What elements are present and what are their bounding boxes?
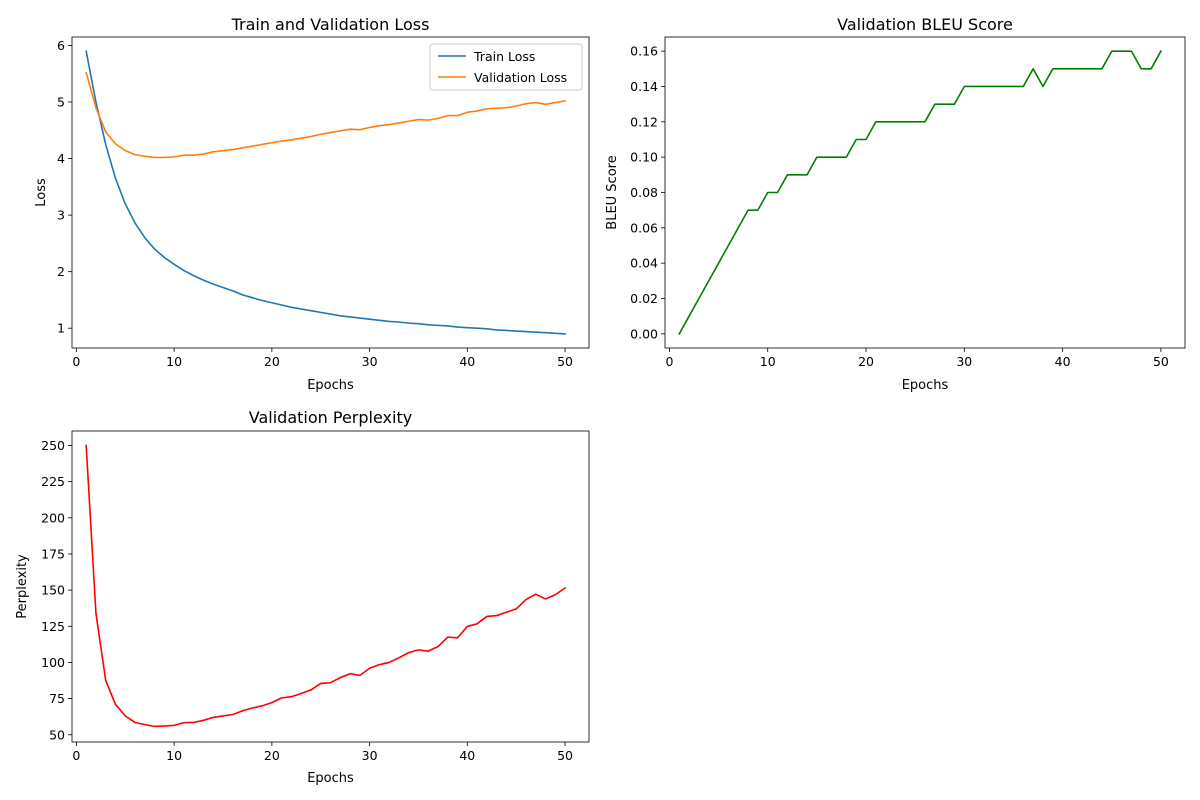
perplexity-plot-frame [71, 430, 590, 743]
perplexity-y-axis: 50 75 100 125 150 175 200 225 250 [41, 438, 72, 742]
perplexity-y-tick-label: 225 [41, 474, 65, 489]
train-loss-line [85, 50, 566, 335]
bleu-y-tick-label: 0.08 [630, 185, 658, 200]
perplexity-y-tick-label: 125 [41, 619, 65, 634]
loss-y-tick-label: 4 [57, 151, 65, 166]
loss-y-tick-label: 6 [57, 38, 65, 53]
perplexity-y-tick-label: 250 [41, 438, 65, 453]
loss-legend: Train Loss Validation Loss [429, 43, 583, 91]
perplexity-series-line [85, 444, 567, 728]
bleu-x-axis: 0 10 20 30 40 50 [665, 348, 1169, 369]
bleu-x-tick-label: 0 [665, 354, 673, 369]
loss-x-tick-label: 0 [72, 354, 80, 369]
legend-train-loss-label: Train Loss [473, 49, 535, 64]
bleu-x-tick-label: 30 [956, 354, 972, 369]
bleu-y-axis: 0.00 0.02 0.04 0.06 0.08 0.10 0.12 0.14 0.16 [630, 44, 665, 341]
bleu-y-tick-label: 0.04 [630, 256, 658, 271]
bleu-y-tick-label: 0.14 [630, 79, 658, 94]
loss-x-tick-label: 20 [264, 354, 280, 369]
perplexity-x-tick-label: 10 [166, 748, 182, 763]
loss-x-tick-label: 40 [459, 354, 475, 369]
perplexity-x-tick-label: 0 [72, 748, 80, 763]
bleu-chart-panel: Validation BLEU Score 0 10 20 30 40 50 0.000.… [605, 15, 1186, 393]
loss-y-tick-label: 3 [57, 208, 65, 223]
bleu-x-tick-label: 10 [760, 354, 776, 369]
bleu-x-tick-label: 20 [858, 354, 874, 369]
loss-y-tick-label: 1 [57, 321, 65, 336]
bleu-series-line [678, 50, 1163, 335]
loss-y-axis: 1 2 3 4 5 6 [57, 38, 72, 336]
bleu-y-tick-label: 0.02 [630, 291, 658, 306]
bleu-y-tick-label: 0.12 [630, 114, 658, 129]
bleu-x-axis-label: Epochs [902, 378, 949, 393]
perplexity-y-tick-label: 50 [49, 727, 65, 742]
validation-loss-line [85, 71, 566, 159]
perplexity-x-tick-label: 20 [264, 748, 280, 763]
legend-validation-loss-label: Validation Loss [474, 70, 567, 85]
loss-x-axis: 0 10 20 30 40 50 [72, 348, 573, 369]
loss-y-axis-label: Loss [34, 178, 49, 207]
loss-y-tick-label: 2 [57, 264, 65, 279]
perplexity-x-tick-label: 50 [557, 748, 573, 763]
perplexity-y-axis-label: Perplexity [15, 554, 30, 619]
bleu-x-tick-label: 50 [1153, 354, 1169, 369]
bleu-y-tick-label: 0.16 [630, 44, 658, 59]
perplexity-y-tick-label: 200 [41, 510, 65, 525]
bleu-x-tick-label: 40 [1055, 354, 1071, 369]
loss-plot-frame [71, 36, 590, 349]
bleu-plot-content [678, 50, 1163, 335]
perplexity-y-tick-label: 175 [41, 546, 65, 561]
loss-chart-title: Train and Validation Loss [231, 15, 430, 34]
perplexity-chart-panel: Validation Perplexity 0 10 20 30 40 50 50 75 10… [15, 408, 590, 786]
legend-frame [429, 43, 583, 91]
bleu-y-tick-label: 0.10 [630, 150, 658, 165]
bleu-y-tick-label: 0.06 [630, 220, 658, 235]
bleu-y-tick-label: 0.00 [630, 326, 658, 341]
perplexity-chart-title: Validation Perplexity [249, 408, 412, 427]
perplexity-x-tick-label: 40 [459, 748, 475, 763]
loss-y-tick-label: 5 [57, 95, 65, 110]
loss-chart-panel: Train and Validation Loss 0 10 20 30 40 50 1 2… [34, 15, 590, 393]
perplexity-y-tick-label: 100 [41, 655, 65, 670]
perplexity-y-tick-label: 75 [49, 691, 65, 706]
loss-plot-content [85, 50, 566, 335]
bleu-chart-title: Validation BLEU Score [837, 15, 1013, 34]
bleu-y-axis-label: BLEU Score [605, 155, 620, 229]
loss-x-tick-label: 50 [557, 354, 573, 369]
loss-x-tick-label: 10 [166, 354, 182, 369]
perplexity-x-axis: 0 10 20 30 40 50 [72, 742, 573, 763]
perplexity-x-axis-label: Epochs [307, 771, 354, 786]
perplexity-y-tick-label: 150 [41, 583, 65, 598]
perplexity-x-tick-label: 30 [362, 748, 378, 763]
loss-x-tick-label: 30 [362, 354, 378, 369]
perplexity-plot-content [85, 444, 567, 728]
loss-x-axis-label: Epochs [307, 378, 354, 393]
